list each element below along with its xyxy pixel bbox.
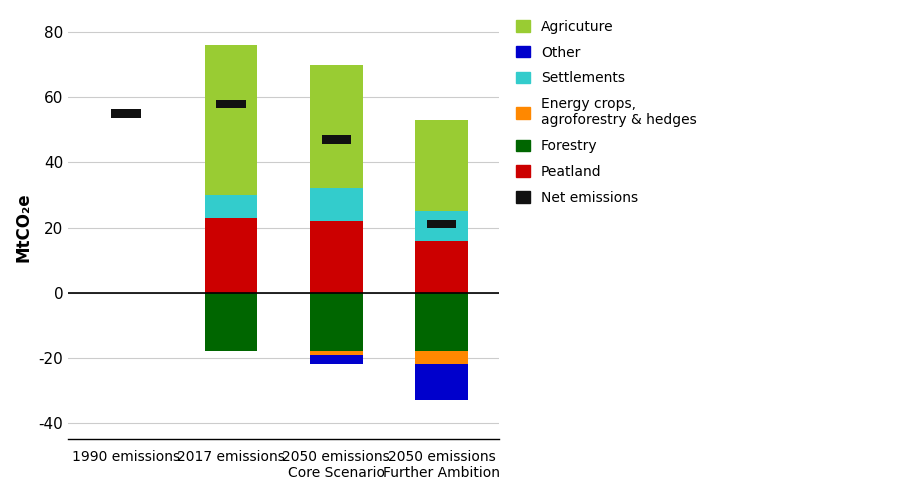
Bar	[427, 220, 456, 228]
Bar	[321, 136, 351, 144]
Bar	[310, 189, 363, 221]
Bar	[415, 364, 468, 400]
Bar	[205, 293, 257, 351]
Bar	[310, 293, 363, 351]
Bar	[415, 241, 468, 293]
Bar	[205, 45, 257, 195]
Y-axis label: MtCO₂e: MtCO₂e	[15, 193, 33, 262]
Bar	[310, 64, 363, 189]
Bar	[310, 354, 363, 364]
Bar	[415, 351, 468, 364]
Bar	[205, 218, 257, 293]
Bar	[415, 293, 468, 351]
Bar	[112, 109, 140, 117]
Bar	[310, 351, 363, 354]
Bar	[216, 99, 246, 108]
Bar	[310, 221, 363, 293]
Bar	[415, 120, 468, 211]
Bar	[205, 195, 257, 218]
Bar	[415, 211, 468, 241]
Legend: Agricuture, Other, Settlements, Energy crops,
agroforestry & hedges, Forestry, P: Agricuture, Other, Settlements, Energy c…	[510, 14, 702, 210]
